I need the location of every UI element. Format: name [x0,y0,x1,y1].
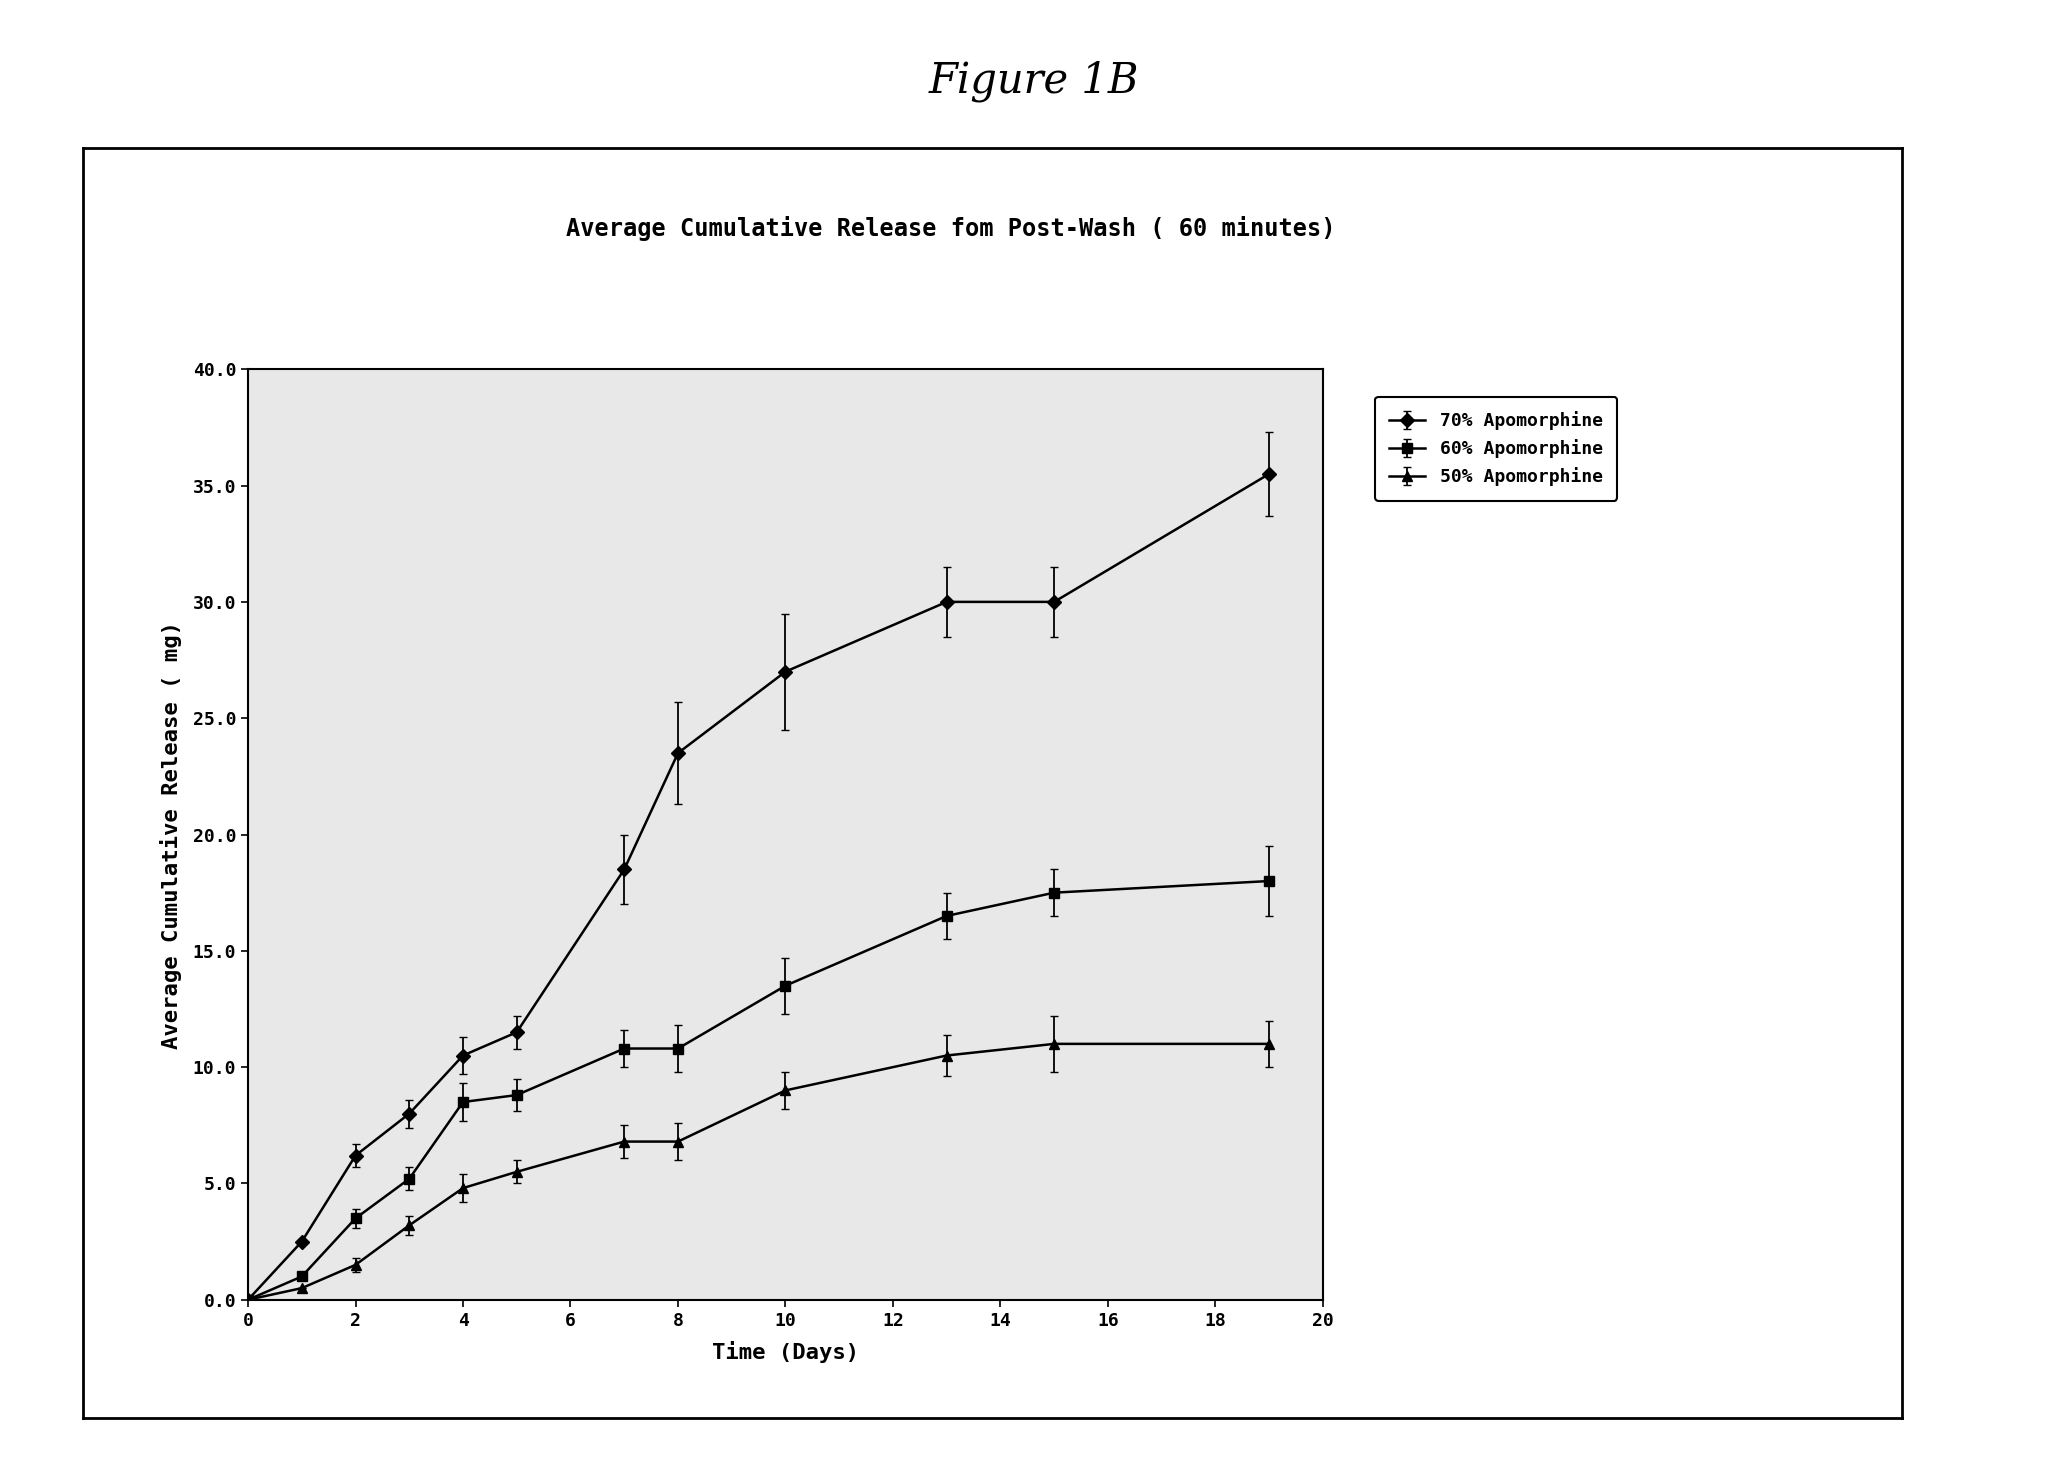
Text: Average Cumulative Release fom Post-Wash ( 60 minutes): Average Cumulative Release fom Post-Wash… [566,217,1335,241]
X-axis label: Time (Days): Time (Days) [711,1341,860,1363]
Y-axis label: Average Cumulative Release ( mg): Average Cumulative Release ( mg) [159,620,182,1049]
Text: Figure 1B: Figure 1B [928,61,1139,102]
Legend: 70% Apomorphine, 60% Apomorphine, 50% Apomorphine: 70% Apomorphine, 60% Apomorphine, 50% Ap… [1375,397,1618,501]
